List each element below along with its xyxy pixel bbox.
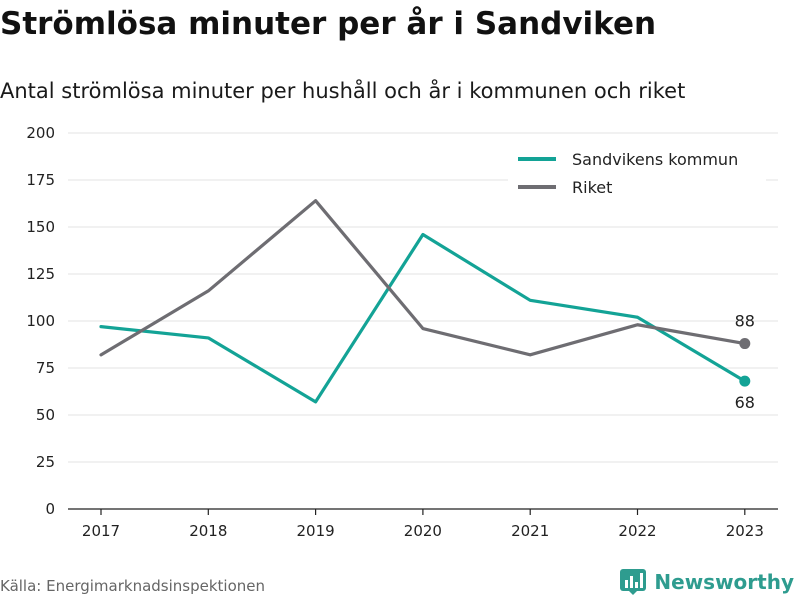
x-tick-label: 2023	[726, 522, 764, 540]
legend-label: Sandvikens kommun	[572, 150, 738, 169]
x-tick-label: 2020	[404, 522, 442, 540]
chart-title: Strömlösa minuter per år i Sandviken	[0, 6, 657, 42]
source-note: Källa: Energimarknadsinspektionen	[0, 577, 266, 595]
y-tick-label: 125	[26, 265, 55, 283]
brand-name: Newsworthy	[654, 570, 794, 594]
y-tick-label: 200	[26, 124, 55, 142]
series-line	[99, 199, 747, 357]
series-end-marker	[739, 375, 751, 387]
series-end-marker	[739, 338, 751, 350]
y-tick-label: 150	[26, 218, 55, 236]
legend-label: Riket	[572, 178, 612, 197]
legend-box	[508, 144, 766, 204]
end-value-label: 88	[735, 312, 755, 331]
y-tick-label: 50	[36, 406, 55, 424]
y-tick-label: 0	[45, 500, 55, 518]
x-axis: 2017 2018 2019 2020 2021 2022 2023	[68, 508, 778, 540]
x-tick-label: 2022	[618, 522, 656, 540]
bar-chart-logo-icon	[620, 569, 647, 595]
x-tick-label: 2017	[82, 522, 120, 540]
y-tick-label: 25	[36, 453, 55, 471]
series-line	[99, 232, 747, 404]
y-tick-label: 100	[26, 312, 55, 330]
y-tick-label: 75	[36, 359, 55, 377]
x-tick-label: 2018	[189, 522, 227, 540]
x-tick-label: 2019	[297, 522, 335, 540]
y-axis: 0 25 50 75 100 125 150 175 200	[26, 124, 55, 518]
series-lines: 68 88	[99, 199, 755, 412]
legend: Sandvikens kommun Riket	[508, 144, 766, 204]
x-tick-label: 2021	[511, 522, 549, 540]
y-tick-label: 175	[26, 171, 55, 189]
chart-subtitle: Antal strömlösa minuter per hushåll och …	[0, 79, 686, 103]
brand-logo: Newsworthy	[620, 569, 794, 595]
end-value-label: 68	[735, 393, 755, 412]
